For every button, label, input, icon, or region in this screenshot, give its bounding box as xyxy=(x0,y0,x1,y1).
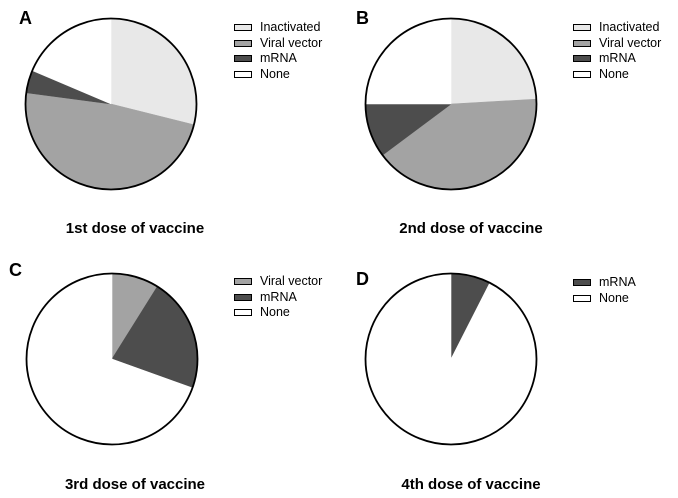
legend-swatch xyxy=(573,24,591,31)
panel-letter-d: D xyxy=(356,269,369,289)
panel-letter-a: A xyxy=(19,8,32,28)
panel-b: B Inactivated Viral vector mRNA None 2nd do… xyxy=(339,0,678,249)
legend-1st-dose: Inactivated Viral vector mRNA None xyxy=(234,21,322,81)
legend-item-mrna: mRNA xyxy=(234,289,322,304)
legend-item-none: None xyxy=(234,306,322,319)
legend-item-viral-vector: Viral vector xyxy=(234,35,323,50)
legend-swatch xyxy=(573,70,591,78)
legend-label: mRNA xyxy=(599,51,636,65)
pie-title-2nd-dose: 2nd dose of vaccine xyxy=(399,220,543,237)
panel-letter-b: B xyxy=(356,8,369,28)
legend-swatch xyxy=(234,55,252,62)
legend-item-viral-vector: Viral vector xyxy=(234,275,322,288)
panel-letter-c: C xyxy=(9,260,22,280)
pie-outline xyxy=(24,17,198,191)
pie-chart-2nd-dose xyxy=(364,17,538,191)
legend-label: Inactivated xyxy=(260,20,321,34)
legend-swatch xyxy=(573,279,591,286)
legend-label: None xyxy=(260,305,290,319)
pie-chart-4th-dose xyxy=(364,272,538,446)
pie-title-1st-dose: 1st dose of vaccine xyxy=(65,220,205,237)
pie-chart-1st-dose xyxy=(24,17,198,191)
legend-label: None xyxy=(599,290,629,305)
legend-label: Viral vector xyxy=(260,274,323,288)
legend-item-mrna: mRNA xyxy=(573,276,636,289)
panel-c: C Viral vector mRNA None 3rd dose of vacci… xyxy=(0,249,339,498)
pie-chart-3rd-dose xyxy=(25,272,199,446)
pie-slice-none xyxy=(365,18,452,105)
legend-swatch xyxy=(234,309,252,316)
legend-3rd-dose: Viral vector mRNA None xyxy=(234,275,322,319)
legend-label: Viral vector xyxy=(599,35,662,50)
legend-4th-dose: mRNA None xyxy=(573,276,636,305)
pie-outline xyxy=(25,272,199,446)
legend-label: Inactivated xyxy=(599,20,660,34)
legend-label: Viral vector xyxy=(260,35,323,50)
legend-swatch xyxy=(234,70,252,78)
pie-title-3rd-dose: 3rd dose of vaccine xyxy=(64,476,206,493)
legend-item-inactivated: Inactivated xyxy=(234,21,322,34)
legend-label: mRNA xyxy=(260,51,297,65)
panel-a: A Inactivated Viral vector mRNA None 1st do… xyxy=(0,0,339,249)
pie-outline xyxy=(364,17,538,191)
legend-swatch xyxy=(234,278,252,285)
legend-item-none: None xyxy=(234,66,322,81)
legend-label: None xyxy=(260,66,290,81)
legend-item-none: None xyxy=(573,66,661,81)
pie-outline xyxy=(364,272,538,446)
legend-item-mrna: mRNA xyxy=(234,52,322,65)
legend-swatch xyxy=(234,24,252,31)
pie-title-4th-dose: 4th dose of vaccine xyxy=(401,476,541,493)
pie-slice-inactivated xyxy=(450,18,537,105)
legend-swatch xyxy=(573,294,591,302)
legend-swatch xyxy=(234,293,252,301)
legend-label: None xyxy=(599,66,629,81)
legend-label: mRNA xyxy=(599,275,636,289)
legend-swatch xyxy=(573,55,591,62)
legend-swatch xyxy=(573,39,591,47)
legend-item-inactivated: Inactivated xyxy=(573,21,661,34)
legend-label: mRNA xyxy=(260,289,297,304)
legend-item-mrna: mRNA xyxy=(573,52,661,65)
legend-2nd-dose: Inactivated Viral vector mRNA None xyxy=(573,21,661,81)
legend-swatch xyxy=(234,39,252,47)
legend-item-viral-vector: Viral vector xyxy=(573,35,662,50)
legend-item-none: None xyxy=(573,290,636,305)
panel-d: D mRNA None 4th dose of vaccine xyxy=(339,249,678,498)
